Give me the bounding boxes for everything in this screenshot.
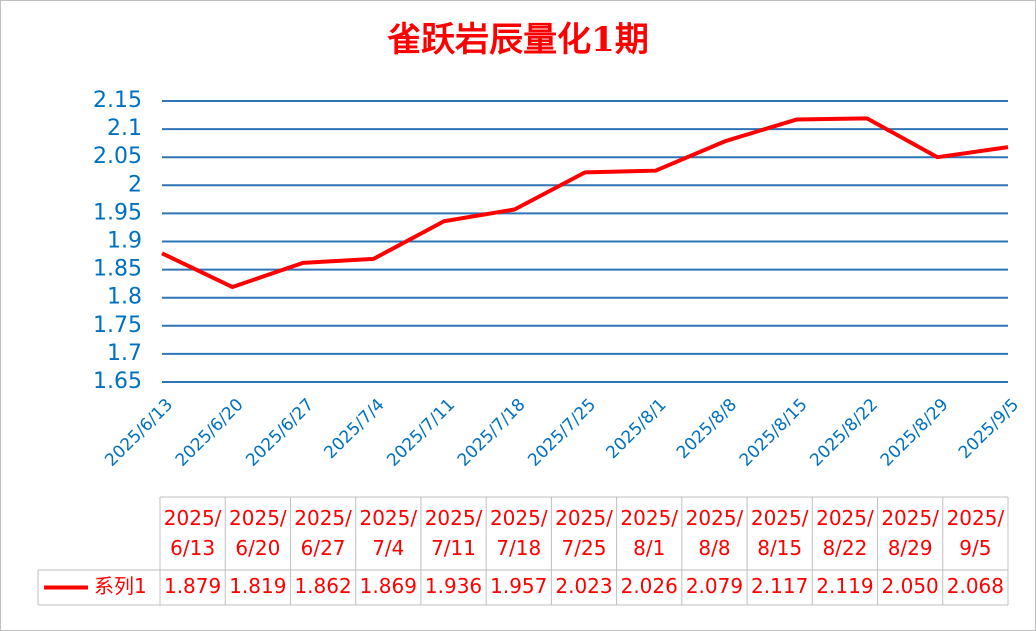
table-value: 1.862 [294, 574, 351, 598]
table-header: 2025/7/18 [490, 506, 548, 560]
table-header: 2025/8/29 [881, 506, 939, 560]
y-tick-label: 2 [128, 172, 142, 197]
table-header: 2025/8/22 [816, 506, 874, 560]
table-header: 2025/9/5 [947, 506, 1005, 560]
table-value: 1.819 [229, 574, 286, 598]
y-tick-label: 1.75 [93, 313, 142, 338]
table-header: 2025/8/1 [620, 506, 678, 560]
table-header: 2025/6/20 [229, 506, 287, 560]
table-header: 2025/8/15 [751, 506, 809, 560]
table-value: 2.068 [947, 574, 1004, 598]
y-tick-label: 1.95 [93, 200, 142, 225]
table-value: 1.957 [490, 574, 547, 598]
y-tick-label: 1.85 [93, 257, 142, 282]
legend-label: 系列1 [94, 574, 147, 598]
y-tick-label: 2.1 [107, 116, 142, 141]
table-value: 2.079 [686, 574, 743, 598]
y-tick-label: 1.7 [107, 341, 142, 366]
table-value: 1.869 [360, 574, 417, 598]
table-header: 2025/7/11 [425, 506, 483, 560]
table-value: 2.119 [816, 574, 873, 598]
table-value: 2.050 [882, 574, 939, 598]
data-line [161, 116, 1009, 290]
table-header: 2025/6/13 [164, 506, 222, 560]
table-value: 2.023 [555, 574, 612, 598]
table-header: 2025/7/25 [555, 506, 613, 560]
table-header: 2025/6/27 [294, 506, 352, 560]
table-header: 2025/8/8 [686, 506, 744, 560]
table-value: 1.936 [425, 574, 482, 598]
y-tick-label: 2.05 [93, 144, 142, 169]
table-value: 1.879 [164, 574, 221, 598]
chart-title: 雀跃岩辰量化1期 [387, 20, 649, 60]
table-header: 2025/7/4 [359, 506, 417, 560]
y-tick-label: 1.8 [107, 285, 142, 310]
table-value: 2.117 [751, 574, 808, 598]
y-tick-label: 1.65 [93, 369, 142, 394]
y-tick-label: 1.9 [107, 229, 142, 254]
y-tick-label: 2.15 [93, 88, 142, 113]
table-value: 2.026 [621, 574, 678, 598]
